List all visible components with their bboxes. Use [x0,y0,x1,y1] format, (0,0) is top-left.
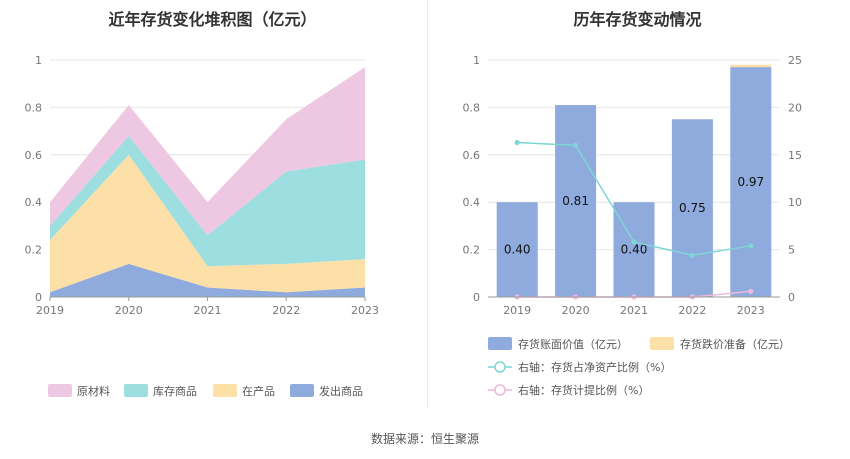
x-tick-label: 2023 [351,304,379,317]
legend-label: 右轴：存货计提比例（%） [518,383,649,397]
line-point [689,252,696,258]
legend-label: 在产品 [242,384,275,398]
area-发出商品 [50,263,365,297]
y-tick-label: 1 [35,54,42,67]
y-tick-label: 0 [35,291,42,304]
y-tick-label: 0.6 [25,149,43,162]
bar-data-label: 0.97 [737,175,764,189]
y-tick-label: 0.4 [463,196,481,209]
panel-divider [427,0,428,408]
legend-marker [494,361,506,373]
bar-data-label: 0.75 [679,201,706,215]
legend-label: 库存商品 [153,384,197,398]
line-point [748,243,754,249]
y-tick-label: 0.2 [25,244,43,257]
area-库存商品 [50,135,365,267]
data-source: 数据来源：恒生聚源 [370,432,479,446]
x-tick-label: 2021 [620,304,648,317]
line-point [514,139,520,146]
x-tick-label: 2019 [36,304,64,317]
line-point [631,239,637,245]
legend-label: 发出商品 [319,384,363,398]
y-tick-label: 0.6 [463,149,481,162]
legend-swatch [488,337,512,350]
bar-book-value [555,105,597,297]
bar-data-label: 0.40 [504,243,531,257]
y2-tick-label: 5 [788,244,795,257]
y2-tick-label: 15 [788,149,802,162]
y-tick-label: 1 [473,54,480,67]
legend-swatch [650,337,674,350]
line-point [748,288,754,294]
x-tick-label: 2020 [115,304,143,317]
x-tick-label: 2020 [562,304,590,317]
legend-label: 存货跌价准备（亿元） [680,337,790,351]
bar-data-label: 0.81 [562,194,589,208]
y-tick-label: 0.8 [25,101,43,114]
line-point [573,142,579,148]
y2-tick-label: 10 [788,196,802,209]
x-tick-label: 2021 [194,304,222,317]
y-tick-label: 0 [473,291,480,304]
y2-tick-label: 0 [788,291,795,304]
legend-label: 原材料 [77,384,110,398]
bar-book-value [730,67,772,297]
bar-book-value [671,119,713,297]
y-tick-label: 0.2 [463,244,481,257]
legend-swatch [290,384,314,397]
y-tick-label: 0.4 [25,196,43,209]
y-tick-label: 0.8 [463,101,481,114]
x-tick-label: 2022 [272,304,300,317]
legend-label: 右轴：存货占净资产比例（%） [518,360,671,374]
right-chart-title: 历年存货变动情况 [573,10,702,29]
stacked-area-chart: 0 0.2 0.4 0.6 0.8 1 2019 2020 2021 2022 2023 原材料 库存商… [25,54,380,398]
x-tick-label: 2019 [503,304,531,317]
bar-book-value [496,202,538,297]
x-tick-label: 2023 [737,304,765,317]
area-在产品 [50,154,365,293]
legend-swatch [124,384,148,397]
bar-data-label: 0.40 [621,243,648,257]
x-tick-label: 2022 [678,304,706,317]
area-原材料 [50,67,365,236]
y2-tick-label: 25 [788,54,802,67]
legend-swatch [48,384,72,397]
y2-tick-label: 20 [788,101,802,114]
legend-label: 存货账面价值（亿元） [518,337,628,351]
legend-swatch [213,384,237,397]
bar-impairment-reserve [730,64,772,68]
legend-marker [494,384,506,396]
left-chart-title: 近年存货变化堆积图（亿元） [108,10,317,29]
